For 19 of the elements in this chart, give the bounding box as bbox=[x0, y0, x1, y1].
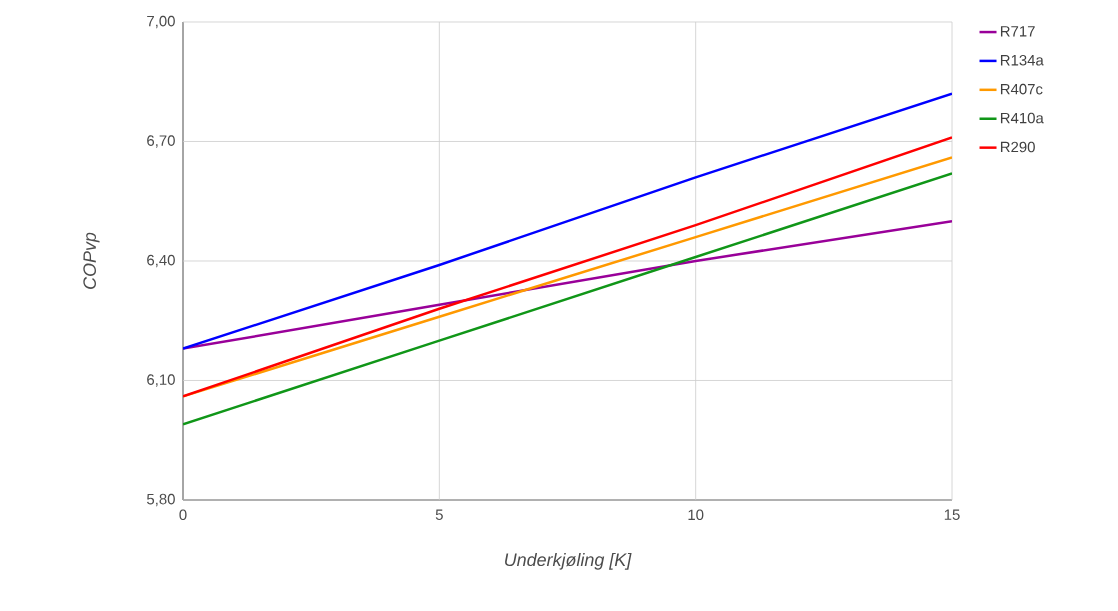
x-axis-title: Underkjøling [K] bbox=[505, 552, 632, 570]
legend-label: R407c bbox=[1000, 83, 1043, 95]
x-tick-label: 5 bbox=[435, 509, 443, 520]
y-tick-label: 6,70 bbox=[147, 135, 175, 148]
x-tick-label: 0 bbox=[179, 509, 187, 521]
y-tick-label: 6,40 bbox=[147, 254, 175, 268]
line-series bbox=[183, 172, 953, 426]
line-series bbox=[183, 219, 953, 350]
legend-label: R290 bbox=[1000, 141, 1035, 153]
legend-label: R134a bbox=[1000, 54, 1044, 66]
x-tick-label: 10 bbox=[688, 509, 704, 521]
legend-label: R717 bbox=[1000, 26, 1035, 37]
legend-label: R410a bbox=[1000, 112, 1044, 124]
y-tick-label: 7,00 bbox=[147, 15, 175, 29]
y-tick-label: 5,80 bbox=[146, 493, 175, 507]
x-tick-label: 15 bbox=[944, 509, 960, 520]
y-axis-title: COPvp bbox=[83, 232, 100, 289]
y-tick-label: 6,10 bbox=[147, 374, 175, 387]
line-series bbox=[183, 92, 953, 350]
